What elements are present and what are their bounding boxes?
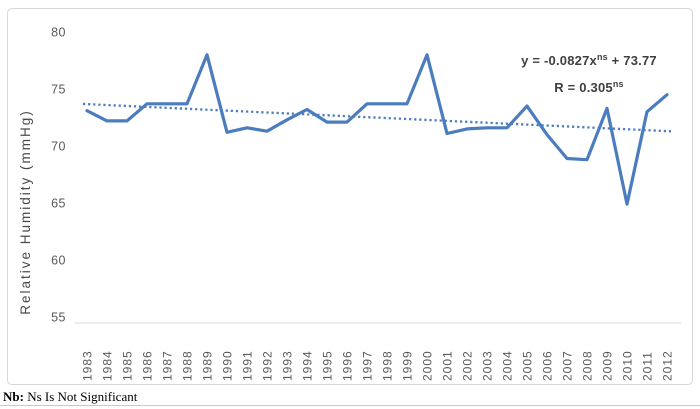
chart-frame xyxy=(7,8,693,385)
x-tick-label: 1995 xyxy=(321,350,335,381)
x-tick-label: 2012 xyxy=(661,350,675,381)
x-tick-label: 2006 xyxy=(541,350,555,381)
footnote-text: Ns Is Not Significant xyxy=(23,389,138,404)
x-tick-label: 1987 xyxy=(161,350,175,381)
x-tick-label: 2008 xyxy=(581,350,595,381)
x-tick-label: 1991 xyxy=(241,350,255,381)
trendline-r-value: R = 0.305ns xyxy=(554,79,624,95)
y-tick-label: 80 xyxy=(51,26,66,40)
trendline-equation: y = -0.0827xns + 73.77 xyxy=(521,52,657,68)
x-tick-label: 1986 xyxy=(141,350,155,381)
x-tick-label: 1997 xyxy=(361,350,375,381)
x-tick-label: 1984 xyxy=(101,350,115,381)
y-tick-label: 65 xyxy=(51,197,66,211)
y-tick-label: 55 xyxy=(51,311,66,325)
footnote: Nb: Ns Is Not Significant xyxy=(3,389,137,405)
y-tick-label: 60 xyxy=(51,254,66,268)
x-tick-label: 2007 xyxy=(561,350,575,381)
x-tick-label: 2003 xyxy=(481,350,495,381)
equation-superscript: ns xyxy=(596,52,608,62)
x-tick-label: 1985 xyxy=(121,350,135,381)
x-tick-label: 1999 xyxy=(401,350,415,381)
x-tick-label: 1983 xyxy=(81,350,95,381)
x-tick-label: 1988 xyxy=(181,350,195,381)
x-tick-label: 2004 xyxy=(501,350,515,381)
y-tick-label: 70 xyxy=(51,140,66,154)
humidity-series-line xyxy=(85,53,669,206)
y-tick-label: 75 xyxy=(51,83,66,97)
x-tick-label: 1994 xyxy=(301,350,315,381)
trendline-annotation: y = -0.0827xns + 73.77 R = 0.305ns xyxy=(489,48,689,102)
x-tick-label: 1998 xyxy=(381,350,395,381)
x-tick-label: 2005 xyxy=(521,350,535,381)
x-tick-label: 2000 xyxy=(421,350,435,381)
x-tick-label: 1992 xyxy=(261,350,275,381)
r-superscript: ns xyxy=(612,79,624,89)
x-tick-label: 1989 xyxy=(201,350,215,381)
x-tick-label: 1993 xyxy=(281,350,295,381)
x-tick-label: 2010 xyxy=(621,350,635,381)
x-tick-label: 2011 xyxy=(641,351,655,381)
x-tick-label: 2002 xyxy=(461,350,475,381)
y-axis-title: Relative Humidity (mmHg) xyxy=(18,109,33,315)
footnote-label: Nb: xyxy=(3,389,24,404)
bottom-divider xyxy=(0,405,700,406)
x-tick-label: 1996 xyxy=(341,350,355,381)
x-tick-label: 2001 xyxy=(441,350,455,381)
x-tick-label: 2009 xyxy=(601,350,615,381)
x-tick-label: 1990 xyxy=(221,350,235,381)
trendline xyxy=(82,102,672,133)
